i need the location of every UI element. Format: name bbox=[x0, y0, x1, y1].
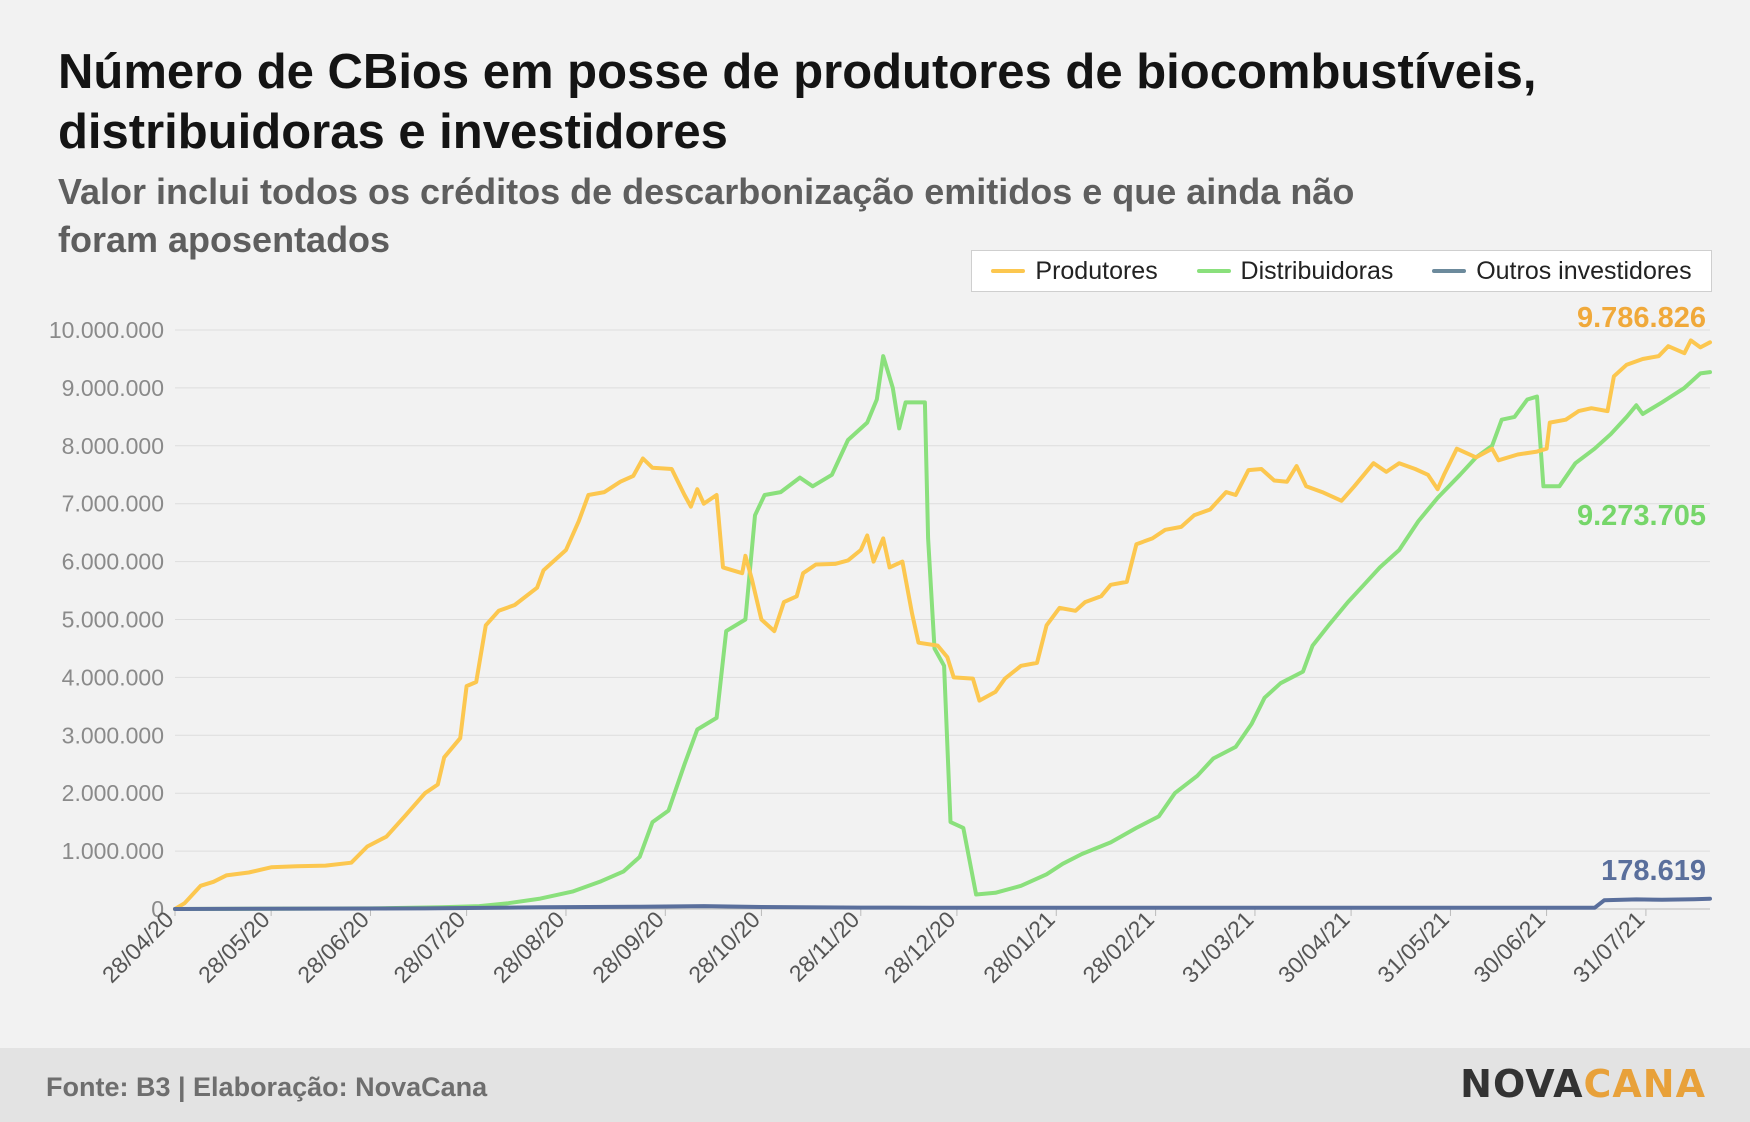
x-tick-label: 28/12/20 bbox=[879, 906, 961, 988]
legend-label-distribuidoras: Distribuidoras bbox=[1240, 256, 1394, 285]
x-tick-label: 31/07/21 bbox=[1568, 906, 1650, 988]
x-tick-label: 28/09/20 bbox=[587, 906, 669, 988]
x-tick-label: 28/07/20 bbox=[388, 906, 470, 988]
logo-text-right: CANA bbox=[1583, 1062, 1706, 1106]
series-line-outros-investidores bbox=[173, 896, 1712, 911]
y-tick-label: 8.000.000 bbox=[62, 433, 164, 459]
x-tick-label: 30/04/21 bbox=[1273, 906, 1355, 988]
legend-item-distribuidoras: Distribuidoras bbox=[1196, 256, 1394, 286]
legend-label-outros: Outros investidores bbox=[1476, 256, 1692, 285]
x-tick-label: 28/01/21 bbox=[978, 906, 1060, 988]
series-lines bbox=[173, 338, 1712, 911]
legend-swatch-produtores bbox=[991, 269, 1026, 273]
x-tick-label: 28/11/20 bbox=[784, 906, 864, 986]
x-tick-label: 31/05/21 bbox=[1372, 906, 1454, 988]
y-tick-label: 1.000.000 bbox=[62, 838, 164, 864]
y-tick-label: 3.000.000 bbox=[62, 722, 164, 748]
y-tick-label: 4.000.000 bbox=[62, 664, 164, 690]
y-tick-label: 10.000.000 bbox=[49, 317, 164, 343]
y-tick-label: 5.000.000 bbox=[62, 607, 164, 633]
legend-swatch-distribuidoras bbox=[1196, 269, 1231, 273]
novacana-logo: NOVACANA bbox=[1460, 1062, 1706, 1106]
y-tick-label: 2.000.000 bbox=[62, 780, 164, 806]
logo-text-left: NOVA bbox=[1460, 1062, 1584, 1106]
x-tick-label: 30/06/21 bbox=[1468, 906, 1550, 988]
y-tick-label: 0 bbox=[151, 896, 164, 922]
x-tick-label: 28/05/20 bbox=[193, 906, 275, 988]
legend-item-outros: Outros investidores bbox=[1432, 256, 1692, 286]
line-chart: 0 1.000.000 2.000.000 3.000.000 4.000.000 5.0… bbox=[49, 302, 1712, 988]
chart-subtitle: Valor inclui todos os créditos de descar… bbox=[58, 171, 1355, 260]
x-tick-label: 28/10/20 bbox=[683, 906, 765, 988]
end-value-labels: 9.786.826 9.273.705 178.619 bbox=[1577, 302, 1706, 887]
x-tick-label: 28/04/20 bbox=[97, 906, 179, 988]
end-label-outros-investidores: 178.619 bbox=[1601, 855, 1706, 887]
end-label-distribuidoras: 9.273.705 bbox=[1577, 500, 1706, 532]
x-tick-label: 31/03/21 bbox=[1177, 906, 1259, 988]
chart-legend: Produtores Distribuidoras Outros investi… bbox=[971, 250, 1712, 292]
y-tick-label: 9.000.000 bbox=[62, 375, 164, 401]
legend-label-produtores: Produtores bbox=[1035, 256, 1158, 285]
footer: Fonte: B3 | Elaboração: NovaCana NOVACAN… bbox=[0, 1048, 1750, 1122]
x-tick-label: 28/08/20 bbox=[488, 906, 570, 988]
legend-item-produtores: Produtores bbox=[991, 256, 1158, 286]
series-line-produtores bbox=[173, 338, 1712, 911]
chart-title: Número de CBios em posse de produtores d… bbox=[58, 45, 1537, 159]
y-tick-label: 7.000.000 bbox=[62, 491, 164, 517]
gridlines bbox=[175, 329, 1710, 910]
x-tick-label: 28/02/21 bbox=[1077, 906, 1159, 988]
source-credit: Fonte: B3 | Elaboração: NovaCana bbox=[46, 1072, 488, 1102]
y-tick-label: 6.000.000 bbox=[62, 549, 164, 575]
x-tick-label: 28/06/20 bbox=[292, 906, 374, 988]
x-axis-tick-labels: 28/04/20 28/05/20 28/06/20 28/07/20 28/08/20… bbox=[97, 906, 1650, 988]
y-axis-tick-labels: 0 1.000.000 2.000.000 3.000.000 4.000.000 5.0… bbox=[49, 317, 164, 922]
series-line-distribuidoras bbox=[173, 354, 1712, 911]
legend-swatch-outros bbox=[1432, 269, 1467, 273]
end-label-produtores: 9.786.826 bbox=[1577, 302, 1706, 334]
